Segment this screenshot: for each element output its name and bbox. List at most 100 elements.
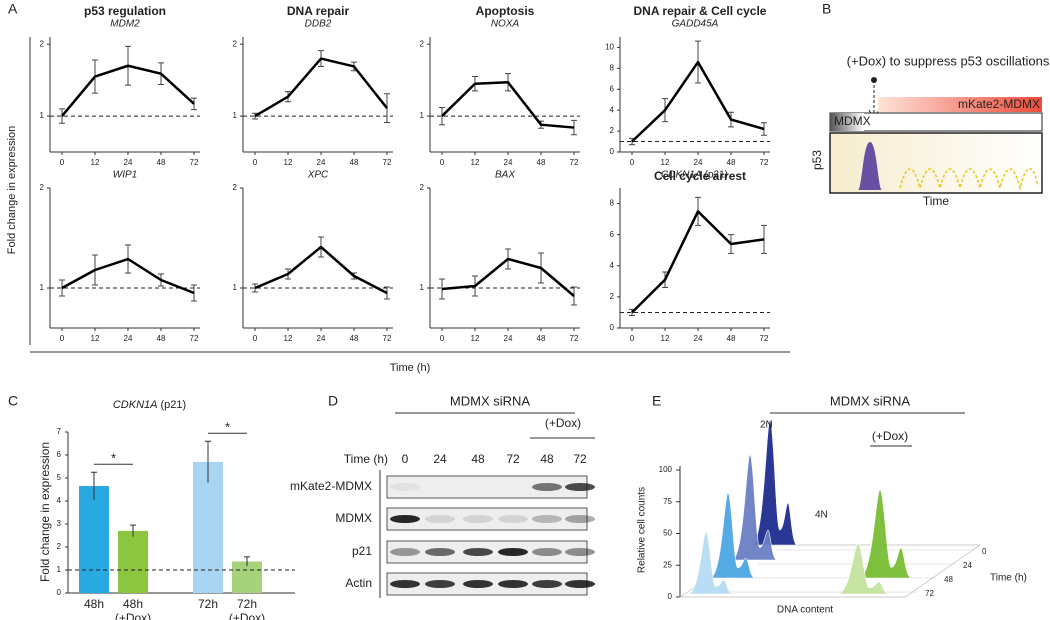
chart-title: CDKN1A [113, 399, 158, 411]
x-tick-label: 72 [760, 334, 769, 343]
x-tick-label: 72h [237, 597, 257, 611]
error-bar [205, 440, 211, 483]
x-tick-label: 0 [630, 334, 635, 343]
significance-label: * [111, 451, 116, 466]
bar [118, 530, 148, 593]
x-tick-label: 0 [440, 158, 445, 167]
y-tick-label: 2 [57, 542, 62, 551]
x-tick-label: 12 [661, 334, 670, 343]
x-tick-label: 12 [471, 334, 480, 343]
line [254, 245, 388, 295]
y-tick-label: 25 [663, 560, 672, 569]
x-tick-label: 72 [570, 158, 579, 167]
chart-title: MDM2 [110, 19, 140, 30]
y-tick-label: 0 [610, 323, 615, 332]
y-tick-label: 2 [233, 183, 238, 192]
y-tick-label: 8 [610, 63, 615, 72]
blot-band [390, 515, 420, 523]
y-tick-label: 1 [40, 111, 45, 120]
chart-title-note: (p21) [705, 170, 728, 181]
x-tick-label: 0 [60, 158, 65, 167]
bar [79, 486, 109, 593]
chart-title: GADD45A [672, 19, 719, 30]
y-tick-label: 4 [57, 496, 62, 505]
construct-bar [878, 97, 1042, 112]
x-tick-label: 72 [190, 334, 199, 343]
x-tick-label: 24 [504, 334, 513, 343]
error-bar [439, 106, 445, 126]
mdmx-label: MDMX [834, 114, 871, 128]
blot-band [532, 548, 562, 556]
depth-tick-label: 0 [982, 547, 987, 556]
blot-band [498, 548, 528, 556]
blot-band [565, 548, 595, 556]
x-axis-label: DNA content [777, 605, 833, 616]
x-tick-label: 72 [190, 158, 199, 167]
x-tick-label: 24 [694, 334, 703, 343]
blot-band [565, 515, 595, 523]
error-bar [191, 97, 197, 111]
histogram [836, 543, 890, 595]
y-tick-label: 1 [233, 283, 238, 292]
blot-band [463, 548, 493, 556]
x-tick-label: 24 [124, 158, 133, 167]
column-header: Apoptosis [476, 4, 535, 18]
blot-band [532, 515, 562, 523]
line [441, 81, 575, 129]
x-tick-label: 0 [253, 334, 258, 343]
blot-band [425, 515, 455, 523]
y-axis-label: Fold change in expression [38, 442, 52, 582]
chart-title-note: (p21) [160, 399, 186, 411]
x-tick-label: 24 [124, 334, 133, 343]
x-tick-label: 12 [284, 334, 293, 343]
error-bar [252, 112, 258, 120]
blot-band [498, 580, 528, 588]
chart-title: CDKN1A [661, 170, 702, 181]
y-tick-label: 3 [57, 519, 62, 528]
row-label: MDMX [335, 511, 372, 525]
x-tick-label: 12 [91, 334, 100, 343]
condition-label: MDMX siRNA [830, 393, 910, 408]
x-tick-note: (+Dox) [229, 611, 265, 620]
y-axis-label: Relative cell counts [637, 487, 648, 573]
chart-title: DDB2 [305, 19, 332, 30]
x-tick-label: 72 [383, 158, 392, 167]
time-label: Time (h) [344, 452, 388, 466]
column-header: Cell cycle arrest [654, 169, 746, 183]
lane-label: 48 [540, 452, 554, 466]
blot-band [425, 548, 455, 556]
chart-title: NOXA [491, 19, 520, 30]
condition-label: MDMX siRNA [450, 393, 530, 408]
y-tick-label: 2 [610, 126, 615, 135]
y-tick-label: 2 [40, 39, 45, 48]
x-tick-label: 0 [253, 158, 258, 167]
blot-band [532, 580, 562, 588]
depth-tick-label: 24 [963, 561, 972, 570]
x-tick-label: 12 [91, 158, 100, 167]
error-bar [91, 471, 97, 500]
x-tick-label: 72 [570, 334, 579, 343]
lane-label: 24 [433, 452, 447, 466]
column-header: p53 regulation [84, 4, 166, 18]
y-tick-label: 75 [663, 497, 672, 506]
blot-band [390, 580, 420, 588]
y-tick-label: 1 [40, 283, 45, 292]
y-tick-label: 6 [57, 450, 62, 459]
y-axis-label: Fold change in expression [6, 126, 18, 254]
x-tick-label: 24 [317, 158, 326, 167]
depth-tick-label: 48 [944, 575, 953, 584]
x-tick-label: 72 [383, 334, 392, 343]
annotation: (+Dox) to suppress p53 oscillations [847, 53, 1050, 68]
flow-histogram: MDMX siRNA (+Dox) Relative cell counts D… [637, 393, 1027, 615]
x-tick-label: 24 [504, 158, 513, 167]
panel-label: A [8, 1, 18, 17]
blot-band [532, 483, 562, 491]
error-bar [761, 122, 767, 136]
x-tick-label: 12 [471, 158, 480, 167]
bar [193, 461, 223, 593]
blot-band [390, 548, 420, 556]
x-tick-label: 24 [317, 334, 326, 343]
y-tick-label: 2 [420, 39, 425, 48]
x-tick-label: 48 [727, 334, 736, 343]
x-tick-label: 48h [84, 597, 104, 611]
